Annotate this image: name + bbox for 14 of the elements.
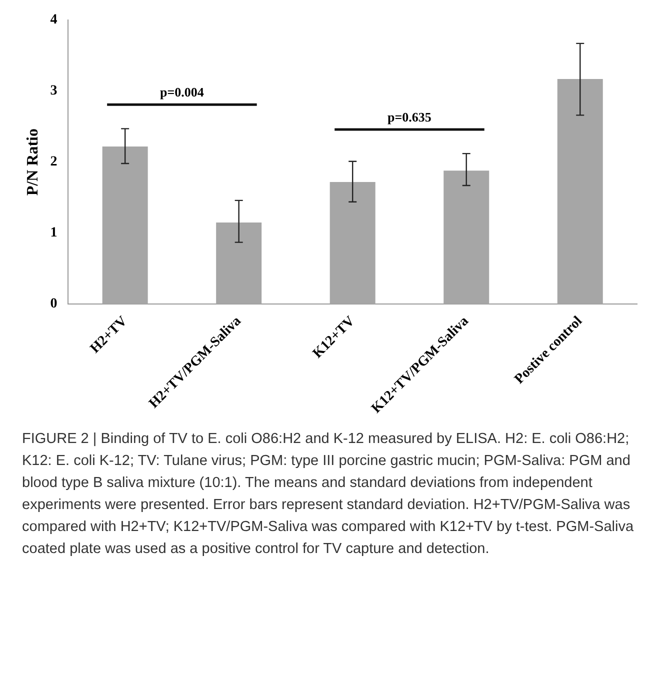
bar bbox=[102, 146, 148, 304]
bar bbox=[444, 170, 490, 304]
bar bbox=[330, 182, 376, 304]
caption: FIGURE 2 | Binding of TV to E. coli O86:H2 and K-12 measured by ELISA. H2: E. coli O86:H2; K12: E. coli K-12; TV: Tulane virus; PGM: type III porcine gastric mucin; PGM-Saliva: PGM and blood type B saliva mixture (10:1). The means and standard deviations from independent experiments were presented. Error bars represent standard deviation. H2+TV/PGM-Saliva was compared with H2+TV; K12+TV/PGM-Saliva was compared with K12+TV by t-test. PGM-Saliva coated plate was used as a positive control for TV capture and detection. bbox=[22, 430, 635, 559]
bar bbox=[216, 222, 262, 304]
y-tick-label: 3 bbox=[50, 84, 58, 99]
y-tick-label: 1 bbox=[50, 226, 58, 241]
annotation: p=0.635 bbox=[388, 110, 432, 125]
y-axis-title: P/N Ratio bbox=[24, 128, 42, 196]
y-tick-label: 2 bbox=[50, 154, 58, 170]
y-tick-label: 4 bbox=[50, 12, 58, 28]
annotation: p=0.004 bbox=[160, 84, 204, 100]
bar bbox=[557, 78, 603, 304]
y-tick-label: 0 bbox=[50, 296, 58, 312]
